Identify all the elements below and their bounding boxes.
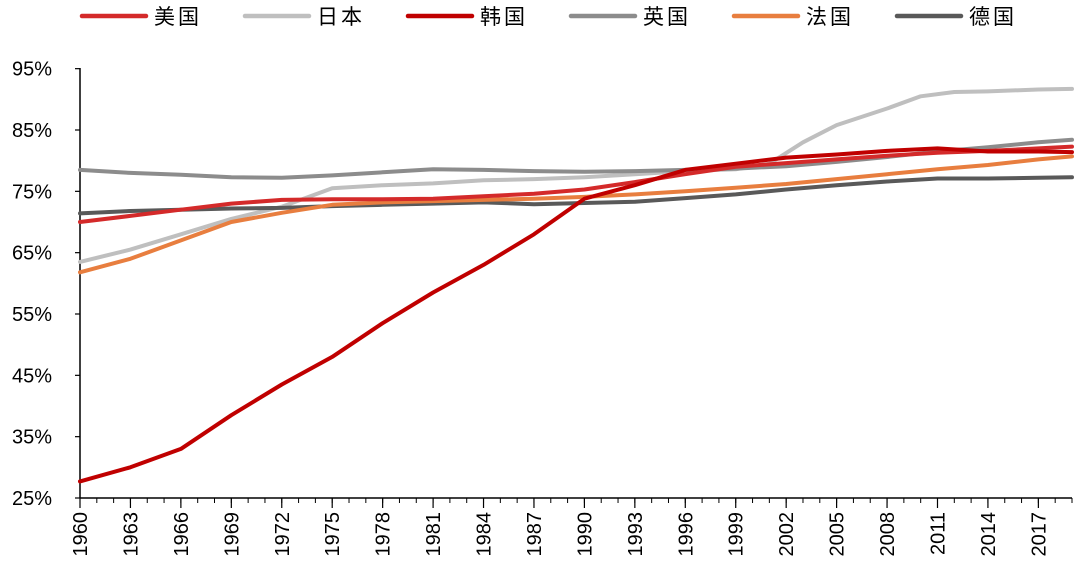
y-tick-label: 25%	[12, 488, 52, 510]
x-tick-label: 1987	[524, 512, 546, 557]
x-tick-label: 1999	[726, 512, 748, 557]
y-tick-label: 85%	[12, 120, 52, 142]
x-tick-label: 1966	[171, 512, 193, 557]
y-tick-label: 95%	[12, 59, 52, 81]
series-line-5	[78, 175, 1074, 216]
series-lines	[78, 86, 1074, 484]
series-line-4	[78, 154, 1074, 275]
x-tick-label: 1963	[120, 512, 142, 557]
x-tick-label: 1981	[423, 512, 445, 557]
series-line-1	[78, 86, 1074, 264]
series-line-0	[78, 144, 1074, 224]
y-axis: 25% 35% 45% 55% 65% 75% 85% 95%	[12, 59, 81, 510]
x-tick-label: 2005	[827, 512, 849, 557]
y-tick-label: 45%	[12, 365, 52, 387]
legend-label: 英国	[643, 5, 691, 29]
x-tick-label: 2008	[877, 512, 899, 557]
series-line-2	[78, 146, 1074, 484]
legend-label: 美国	[154, 5, 202, 29]
y-tick-label: 55%	[12, 304, 52, 326]
legend-label: 韩国	[480, 5, 528, 29]
y-tick-label: 35%	[12, 427, 52, 449]
legend-label: 德国	[969, 5, 1017, 29]
x-tick-label: 1960	[70, 512, 92, 557]
x-axis: 1960 1963 1966 1969 1972 1975 1978 1981 1984 1987…	[70, 497, 1073, 557]
x-tick-label: 1993	[625, 512, 647, 557]
x-tick-label: 1990	[574, 512, 596, 557]
x-tick-label: 1996	[675, 512, 697, 557]
y-tick-label: 65%	[12, 243, 52, 265]
x-tick-label: 1975	[322, 512, 344, 557]
x-tick-label: 2014	[978, 512, 1000, 557]
x-tick-label: 2017	[1028, 512, 1050, 557]
x-tick-label: 2002	[776, 512, 798, 557]
x-tick-label: 1972	[272, 512, 294, 557]
legend-label: 日本	[317, 5, 365, 29]
x-tick-label: 1969	[221, 512, 243, 557]
legend: 美国 日本 韩国 英国 法国 德国	[79, 5, 1017, 29]
y-tick-label: 75%	[12, 181, 52, 203]
x-tick-label: 1984	[474, 512, 496, 557]
x-tick-label: 1978	[373, 512, 395, 557]
x-tick-label: 2011	[927, 512, 949, 555]
legend-label: 法国	[806, 5, 854, 29]
